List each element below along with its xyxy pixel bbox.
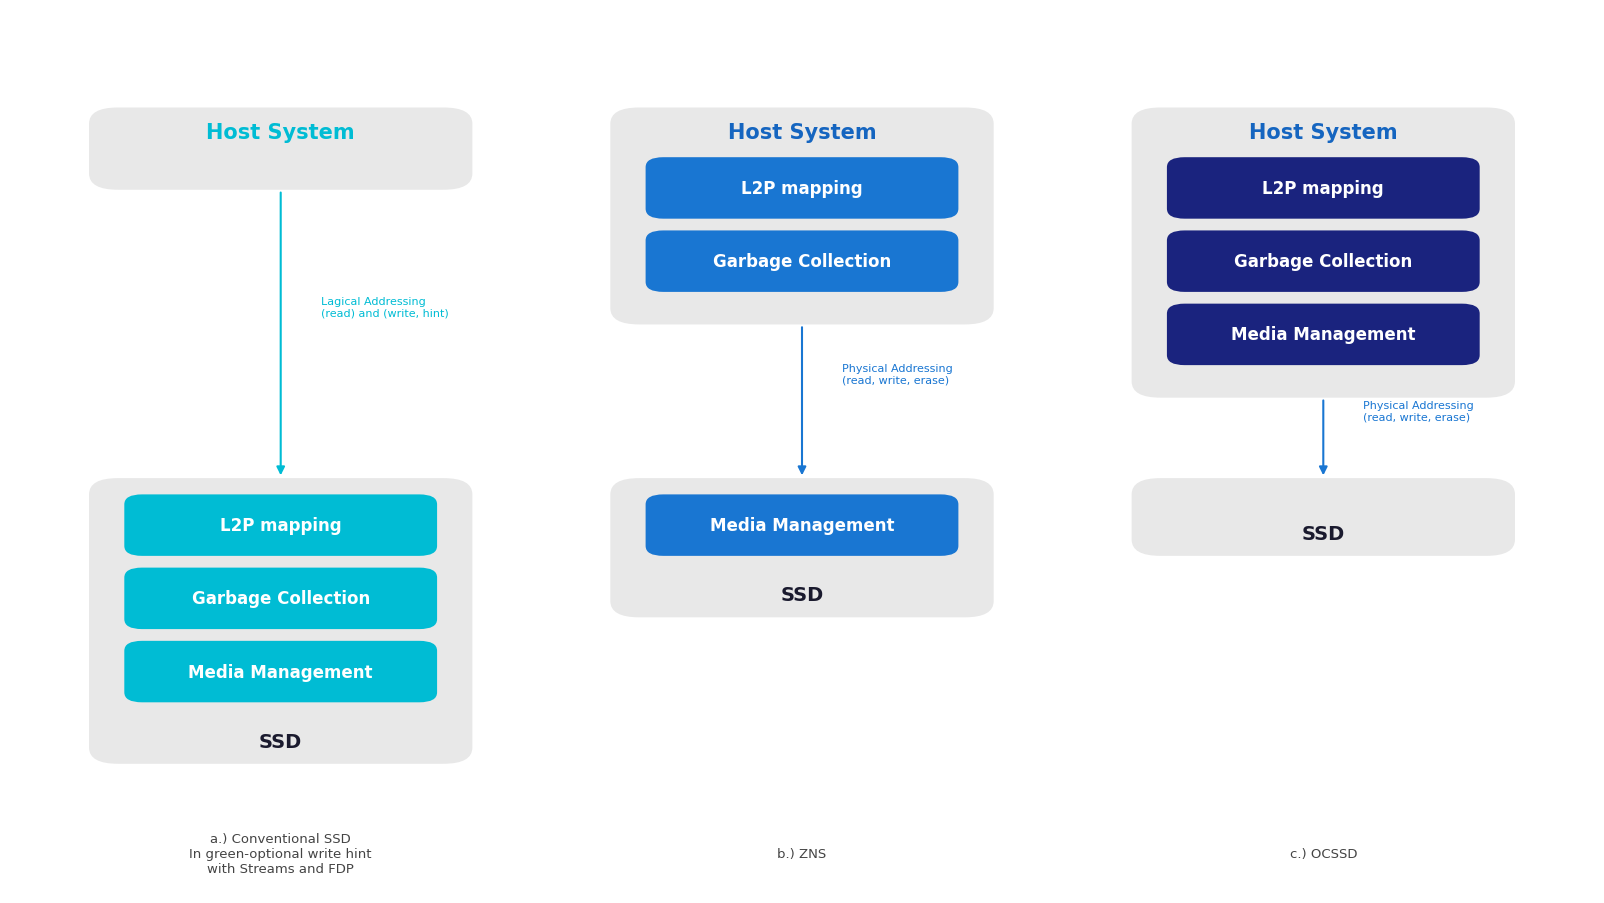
Text: Physical Addressing
(read, write, erase): Physical Addressing (read, write, erase) bbox=[842, 364, 953, 386]
Text: Garbage Collection: Garbage Collection bbox=[712, 253, 892, 271]
FancyBboxPatch shape bbox=[1166, 231, 1479, 293]
Text: L2P mapping: L2P mapping bbox=[220, 517, 342, 535]
FancyBboxPatch shape bbox=[124, 568, 436, 629]
Text: Media Management: Media Management bbox=[188, 663, 374, 681]
Text: L2P mapping: L2P mapping bbox=[1262, 180, 1384, 198]
FancyBboxPatch shape bbox=[88, 108, 472, 191]
Text: L2P mapping: L2P mapping bbox=[741, 180, 863, 198]
FancyBboxPatch shape bbox=[1132, 108, 1514, 398]
FancyBboxPatch shape bbox=[1166, 158, 1479, 219]
Text: Physical Addressing
(read, write, erase): Physical Addressing (read, write, erase) bbox=[1363, 401, 1474, 422]
FancyBboxPatch shape bbox=[645, 231, 958, 293]
Text: Garbage Collection: Garbage Collection bbox=[1233, 253, 1413, 271]
FancyBboxPatch shape bbox=[610, 479, 993, 618]
Text: a.) Conventional SSD
In green-optional write hint
with Streams and FDP: a.) Conventional SSD In green-optional w… bbox=[189, 832, 372, 875]
Text: Host System: Host System bbox=[207, 123, 354, 144]
Text: Media Management: Media Management bbox=[1230, 326, 1416, 344]
FancyBboxPatch shape bbox=[88, 479, 472, 764]
Text: c.) OCSSD: c.) OCSSD bbox=[1290, 847, 1357, 860]
Text: Media Management: Media Management bbox=[709, 517, 895, 535]
Text: SSD: SSD bbox=[1302, 524, 1344, 544]
Text: Lagical Addressing
(read) and (write, hint): Lagical Addressing (read) and (write, hi… bbox=[321, 297, 449, 318]
Text: SSD: SSD bbox=[260, 731, 302, 751]
FancyBboxPatch shape bbox=[1132, 479, 1514, 556]
FancyBboxPatch shape bbox=[124, 495, 436, 556]
FancyBboxPatch shape bbox=[610, 108, 993, 325]
Text: Garbage Collection: Garbage Collection bbox=[191, 590, 371, 608]
FancyBboxPatch shape bbox=[1166, 304, 1479, 366]
Text: Host System: Host System bbox=[1250, 123, 1397, 144]
Text: Host System: Host System bbox=[728, 123, 876, 144]
FancyBboxPatch shape bbox=[124, 641, 436, 703]
FancyBboxPatch shape bbox=[645, 495, 958, 556]
Text: SSD: SSD bbox=[781, 585, 823, 605]
Text: b.) ZNS: b.) ZNS bbox=[778, 847, 826, 860]
FancyBboxPatch shape bbox=[645, 158, 958, 219]
